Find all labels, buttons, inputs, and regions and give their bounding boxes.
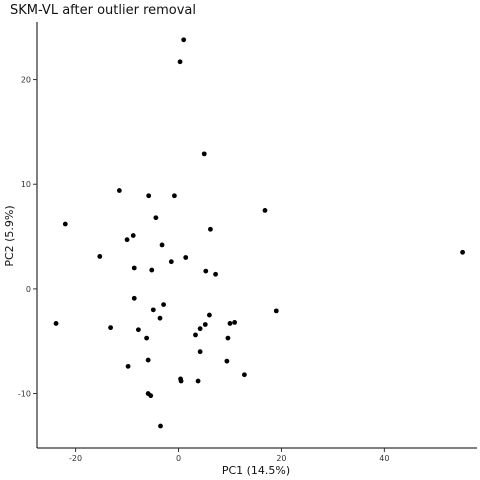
scatter-point xyxy=(145,357,151,363)
scatter-point xyxy=(206,312,212,318)
scatter-point xyxy=(125,363,131,369)
scatter-point xyxy=(232,319,238,325)
scatter-point xyxy=(124,237,130,243)
scatter-point xyxy=(195,378,201,384)
scatter-point xyxy=(208,226,213,232)
x-axis-ticks: -20 0 20 40 xyxy=(69,448,389,463)
scatter-point xyxy=(178,378,184,384)
x-axis-title: PC1 (14.5%) xyxy=(222,464,290,477)
scatter-point xyxy=(225,335,231,341)
scatter-point xyxy=(144,335,150,341)
scatter-point xyxy=(273,308,279,314)
scatter-point xyxy=(153,215,159,221)
scatter-point xyxy=(183,255,189,260)
scatter-point xyxy=(149,267,155,273)
scatter-point xyxy=(135,327,141,333)
scatter-point xyxy=(168,259,174,265)
scatter-point xyxy=(161,302,166,308)
y-tick-label: 10 xyxy=(21,180,31,189)
scatter-point xyxy=(241,372,247,378)
scatter-point xyxy=(201,151,207,157)
scatter-point xyxy=(181,37,187,43)
x-tick-label: 40 xyxy=(379,454,389,463)
scatter-point xyxy=(158,423,163,429)
scatter-point xyxy=(262,208,268,213)
scatter-point xyxy=(148,393,154,399)
scatter-point xyxy=(97,254,103,259)
scatter-point xyxy=(146,193,152,199)
scatter-point xyxy=(177,59,183,65)
y-tick-label: 0 xyxy=(26,285,31,294)
scatter-point xyxy=(197,349,203,355)
x-tick-label: 0 xyxy=(176,454,181,463)
scatter-point xyxy=(197,326,203,332)
scatter-point xyxy=(224,358,230,364)
scatter-point xyxy=(150,307,156,313)
scatter-point xyxy=(53,321,59,326)
y-axis-title: PC2 (5.9%) xyxy=(3,205,16,266)
scatter-point xyxy=(131,295,137,301)
data-points xyxy=(53,37,465,429)
x-tick-label: -20 xyxy=(69,454,82,463)
scatter-point xyxy=(203,268,209,274)
scatter-point xyxy=(116,188,122,193)
scatter-point xyxy=(202,322,208,327)
scatter-point xyxy=(193,332,198,338)
y-tick-label: -10 xyxy=(18,390,31,399)
scatter-point xyxy=(213,271,218,277)
scatter-point xyxy=(157,315,163,321)
chart-title: SKM-VL after outlier removal xyxy=(10,3,196,18)
scatter-point xyxy=(172,193,177,199)
scatter-point xyxy=(227,321,233,326)
y-axis-ticks: -10 0 10 20 xyxy=(18,76,37,399)
scatter-point xyxy=(62,221,68,227)
scatter-point xyxy=(159,242,165,248)
scatter-point xyxy=(108,325,113,331)
y-tick-label: 20 xyxy=(21,76,31,85)
scatter-point xyxy=(130,233,136,238)
axes: -20 0 20 40 -10 0 10 20 xyxy=(18,22,477,463)
x-tick-label: 20 xyxy=(276,454,286,463)
scatter-point xyxy=(460,249,465,255)
scatter-point xyxy=(131,265,137,271)
